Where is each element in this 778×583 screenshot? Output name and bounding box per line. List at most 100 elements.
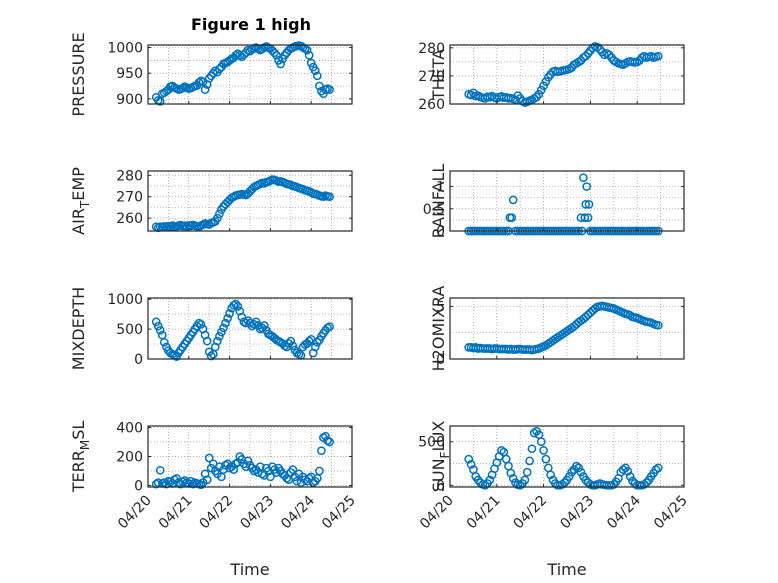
data-point — [325, 192, 334, 202]
ytick-label: 0 — [436, 352, 445, 368]
data-point — [225, 463, 234, 473]
data-point — [204, 73, 214, 83]
data-point — [225, 309, 234, 318]
data-point — [272, 468, 281, 477]
ytick-label: 260 — [116, 211, 143, 227]
data-point — [506, 468, 516, 478]
data-point — [628, 476, 637, 486]
data-point — [536, 85, 546, 95]
data-point — [536, 437, 546, 447]
y-axis-label: MIXDEPTH — [69, 287, 88, 370]
data-point — [159, 478, 169, 487]
data-point — [215, 209, 224, 219]
ytick-label: 0 — [134, 479, 143, 495]
data-point — [515, 480, 525, 490]
data-point — [520, 475, 530, 485]
data-point — [618, 465, 628, 474]
axes-frame — [449, 425, 685, 488]
data-point — [276, 59, 285, 69]
ytick-label: 280 — [418, 41, 445, 57]
xtick-label: 04/22 — [197, 493, 237, 533]
data-point — [501, 454, 511, 464]
ytick-label: 900 — [116, 92, 143, 108]
data-point — [202, 475, 212, 485]
ytick-label: 1000 — [107, 292, 143, 308]
data-point — [504, 461, 513, 471]
data-point — [237, 312, 247, 322]
data-point — [539, 446, 548, 455]
xtick-label: 04/25 — [319, 493, 359, 533]
data-point — [315, 81, 324, 91]
data-point — [485, 475, 495, 485]
data-point — [497, 446, 506, 455]
data-point — [508, 195, 518, 205]
data-point — [172, 473, 181, 483]
data-point — [582, 182, 592, 191]
data-point — [206, 351, 216, 361]
data-point — [543, 463, 553, 473]
data-point — [576, 467, 586, 477]
ytick-label: 500 — [418, 435, 445, 451]
axes-frame — [449, 170, 685, 232]
data-point — [609, 480, 619, 489]
data-point — [464, 454, 474, 464]
data-point — [593, 42, 602, 52]
data-point — [507, 213, 517, 223]
data-point — [321, 431, 330, 441]
data-point — [317, 446, 326, 456]
data-point — [310, 342, 320, 352]
data-point — [527, 444, 537, 454]
ytick-label: 0 — [134, 352, 143, 368]
data-point — [325, 322, 334, 332]
xtick-label: 04/20 — [115, 493, 155, 533]
ytick-label: 1000 — [107, 41, 143, 57]
data-point — [304, 336, 314, 346]
xtick-label: 04/23 — [557, 493, 597, 533]
data-point — [215, 64, 224, 74]
ytick-label: 200 — [116, 450, 143, 466]
y-axis-label: RAINFALL — [429, 164, 448, 239]
data-point — [155, 97, 165, 106]
data-point — [304, 50, 314, 60]
data-point — [541, 454, 551, 464]
ytick-label: 500 — [116, 322, 143, 338]
data-point — [466, 459, 476, 469]
data-point — [259, 321, 269, 330]
data-point — [579, 173, 588, 183]
data-point — [286, 336, 296, 346]
data-point — [653, 51, 663, 61]
data-point — [243, 456, 253, 466]
xtick-label: 04/21 — [464, 493, 504, 533]
data-point — [210, 66, 220, 76]
data-point — [229, 465, 239, 474]
data-point — [213, 213, 222, 223]
x-axis-label: Time — [546, 560, 586, 579]
data-point — [325, 437, 334, 447]
data-point — [153, 321, 163, 331]
data-point — [567, 467, 577, 477]
data-point — [204, 453, 214, 463]
data-point — [302, 45, 312, 55]
data-point — [525, 456, 534, 466]
data-point — [623, 466, 633, 476]
data-point — [215, 331, 224, 341]
y-axis-label: H2OMIXRA — [429, 286, 448, 372]
data-point — [208, 68, 218, 78]
subplot-mixdepth: 0 500 1000 MIXDEPTH — [69, 287, 353, 370]
data-point — [231, 459, 241, 469]
ytick-label: 280 — [116, 168, 143, 184]
data-point — [639, 480, 649, 489]
data-point — [319, 89, 328, 99]
axes-frame — [147, 44, 353, 105]
ytick-label: 0 — [436, 478, 445, 494]
data-point — [272, 50, 281, 60]
ytick-label: 270 — [116, 190, 143, 206]
data-point — [480, 480, 490, 490]
data-point — [574, 463, 584, 473]
ytick-label: 1 — [436, 180, 445, 196]
data-point — [219, 323, 228, 333]
